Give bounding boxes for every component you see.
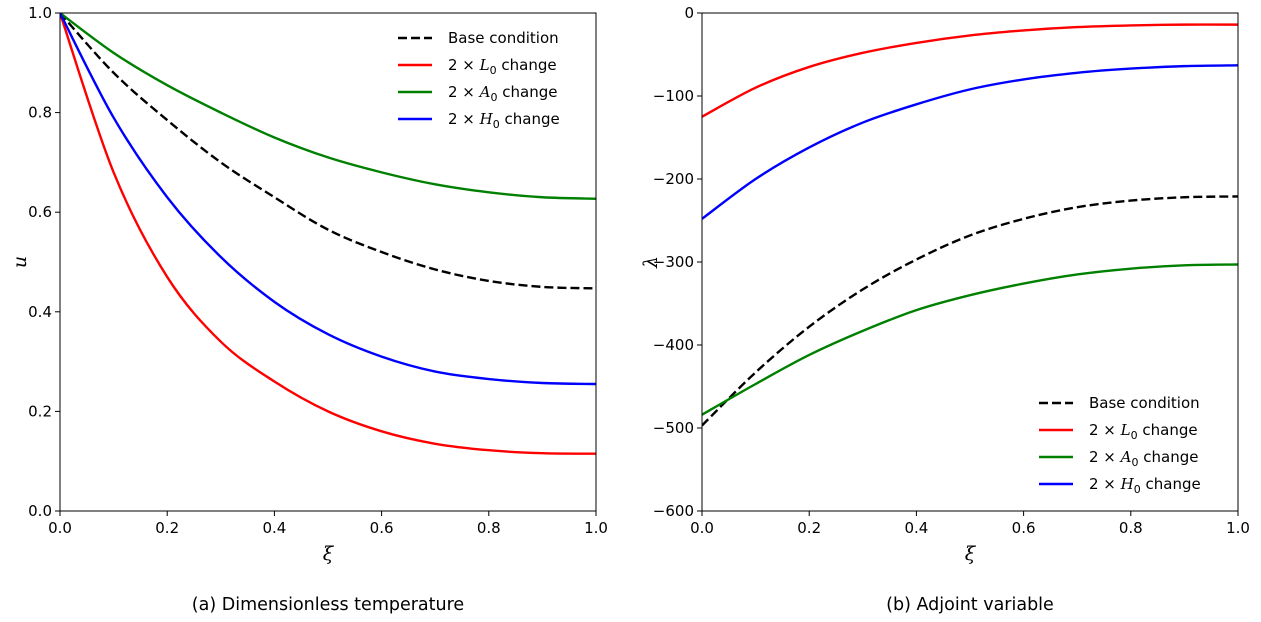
series-line-1 — [60, 13, 596, 455]
x-tick-label: 0.8 — [1119, 519, 1143, 537]
x-tick-label: 0.2 — [155, 519, 179, 537]
legend-label: 2 × A0 change — [1089, 448, 1198, 469]
series-line-2 — [60, 13, 596, 200]
series-line-3 — [60, 13, 596, 386]
legend: Base condition 2 × L0 change 2 × A0 change… — [1033, 389, 1231, 500]
y-tick-label: 0.2 — [28, 402, 52, 420]
x-tick-label: 0.8 — [477, 519, 501, 537]
legend-label: Base condition — [1089, 394, 1200, 412]
x-tick-label: 0.4 — [904, 519, 928, 537]
x-axis-label: ξ — [965, 543, 977, 565]
legend-label: 2 × L0 change — [448, 56, 557, 77]
y-axis-label: u — [9, 256, 31, 268]
legend-label: 2 × A0 change — [448, 83, 557, 104]
legend-box — [1033, 389, 1231, 500]
legend: Base condition 2 × L0 change 2 × A0 change… — [392, 24, 590, 135]
y-tick-label: 0.4 — [28, 303, 52, 321]
y-tick-label: 0.8 — [28, 104, 52, 122]
axes-frame — [59, 12, 597, 512]
y-tick-label: −200 — [653, 170, 694, 188]
y-tick-label: −300 — [653, 253, 694, 271]
series-lines — [60, 13, 596, 455]
legend-label: Base condition — [448, 29, 559, 47]
legend-label: 2 × H0 change — [448, 110, 560, 131]
panel-caption: (a) Dimensionless temperature — [192, 595, 464, 615]
y-tick-label: −600 — [653, 502, 694, 520]
series-lines — [702, 23, 1238, 427]
panel-caption: (b) Adjoint variable — [886, 595, 1054, 615]
series-line-1 — [702, 23, 1238, 118]
y-tick-label: 0 — [684, 4, 694, 22]
series-line-2 — [702, 263, 1238, 416]
x-tick-label: 0.6 — [1012, 519, 1036, 537]
y-tick-label: 1.0 — [28, 4, 52, 22]
chart-panel-b: 0.0 0.2 0.4 0.6 0.8 1.0 −600 −500 −400 −300 −200 −1… — [640, 4, 1250, 615]
x-tick-label: 0.6 — [370, 519, 394, 537]
x-tick-label: 0.0 — [690, 519, 714, 537]
x-tick-label: 1.0 — [584, 519, 608, 537]
y-tick-label: 0.6 — [28, 203, 52, 221]
legend-label: 2 × H0 change — [1089, 475, 1201, 496]
chart-panel-a: 0.0 0.2 0.4 0.6 0.8 1.0 0.0 0.2 0.4 0.6 0.8 1.0 ξ u (a… — [9, 4, 608, 615]
legend-box — [392, 24, 590, 135]
y-tick-label: −500 — [653, 419, 694, 437]
y-tick-label: 0.0 — [28, 502, 52, 520]
y-tick-label: −100 — [653, 87, 694, 105]
y-tick-label: −400 — [653, 336, 694, 354]
series-line-3 — [702, 64, 1238, 220]
legend-label: 2 × L0 change — [1089, 421, 1198, 442]
x-tick-label: 1.0 — [1226, 519, 1250, 537]
y-axis-label: λ — [640, 256, 662, 269]
x-tick-label: 0.4 — [262, 519, 286, 537]
x-tick-label: 0.2 — [797, 519, 821, 537]
series-line-0 — [60, 13, 596, 290]
x-tick-label: 0.0 — [48, 519, 72, 537]
x-axis-label: ξ — [323, 543, 335, 565]
series-line-0 — [702, 195, 1238, 427]
